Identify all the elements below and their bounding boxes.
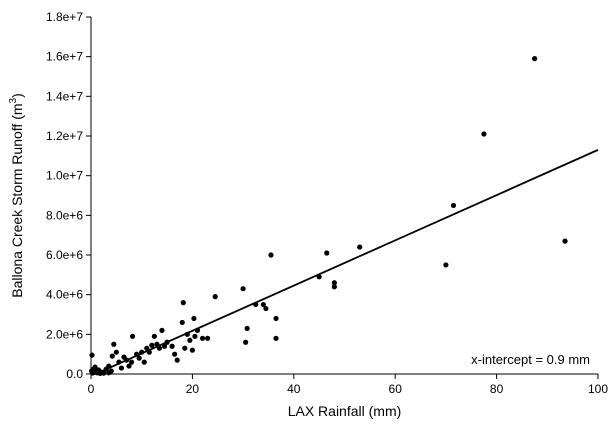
data-point [199, 335, 206, 341]
data-point [92, 364, 98, 370]
data-point [141, 359, 147, 365]
data-point [263, 305, 269, 312]
data-point [187, 337, 193, 343]
data-point [89, 352, 95, 358]
data-point [149, 342, 155, 348]
data-point [450, 202, 457, 209]
y-tick-label: 6.0e+6 [46, 248, 83, 262]
data-point [357, 244, 363, 250]
data-point [240, 286, 246, 292]
y-tick-label: 1.6e+7 [46, 50, 83, 64]
y-axis-ticks: 0.0 2.0e+6 4.0e+6 6.0e+6 8.0e+6 1.0e+7 1.2e+7 1… [46, 10, 91, 381]
y-axis-title-close: ) [9, 93, 25, 98]
x-tick-label: 40 [287, 382, 301, 396]
data-point [189, 347, 195, 353]
x-tick-label: 60 [389, 382, 403, 396]
x-axis-title: LAX Rainfall (mm) [288, 403, 402, 419]
y-tick-label: 1.8e+7 [46, 10, 83, 24]
data-point [273, 335, 279, 341]
x-axis-ticks: 0 20 40 60 80 100 [88, 374, 608, 396]
data-point [109, 353, 115, 359]
data-point [182, 345, 188, 351]
data-point [128, 359, 135, 365]
data-point [172, 351, 178, 357]
data-point [192, 333, 198, 339]
data-point [161, 343, 168, 349]
data-point [331, 284, 337, 290]
y-axis-title: Ballona Creek Storm Runoff (m3) [8, 93, 25, 298]
data-point [159, 327, 165, 333]
data-point [260, 301, 266, 308]
data-point [244, 325, 250, 331]
data-point [108, 368, 114, 374]
data-point [111, 341, 117, 347]
y-tick-label: 1.2e+7 [46, 129, 83, 143]
data-point [243, 339, 249, 345]
data-point [562, 238, 568, 244]
data-point [324, 250, 330, 256]
y-axis-title-main: Ballona Creek Storm Runoff (m [9, 103, 25, 297]
y-tick-label: 1.4e+7 [46, 89, 83, 103]
data-point [331, 280, 337, 286]
y-axis-title-superscript: 3 [8, 97, 19, 103]
data-point [118, 365, 125, 371]
y-tick-label: 0.0 [66, 367, 83, 381]
y-tick-label: 8.0e+6 [46, 208, 83, 222]
data-points [88, 56, 568, 377]
data-point [174, 357, 180, 363]
data-point [532, 56, 538, 62]
data-point [481, 131, 487, 137]
data-point [126, 363, 132, 369]
data-point [113, 349, 119, 355]
x-intercept-annotation: x-intercept = 0.9 mm [471, 352, 590, 367]
y-tick-label: 4.0e+6 [46, 288, 83, 302]
data-point [443, 262, 449, 268]
data-point [273, 315, 279, 322]
data-point [212, 294, 218, 300]
data-point [129, 333, 136, 339]
x-tick-label: 0 [88, 382, 95, 396]
data-point [151, 333, 157, 339]
data-point [136, 355, 142, 361]
data-point [180, 300, 186, 306]
data-point [169, 343, 175, 349]
y-tick-label: 1.0e+7 [46, 169, 83, 183]
data-point [268, 252, 274, 258]
data-point [144, 345, 150, 351]
data-point [179, 319, 185, 326]
data-point [205, 335, 211, 341]
x-tick-label: 20 [186, 382, 200, 396]
y-tick-label: 2.0e+6 [46, 327, 83, 341]
regression-line [95, 149, 599, 375]
data-point [191, 315, 197, 322]
x-tick-label: 100 [588, 382, 608, 396]
x-tick-label: 80 [490, 382, 504, 396]
